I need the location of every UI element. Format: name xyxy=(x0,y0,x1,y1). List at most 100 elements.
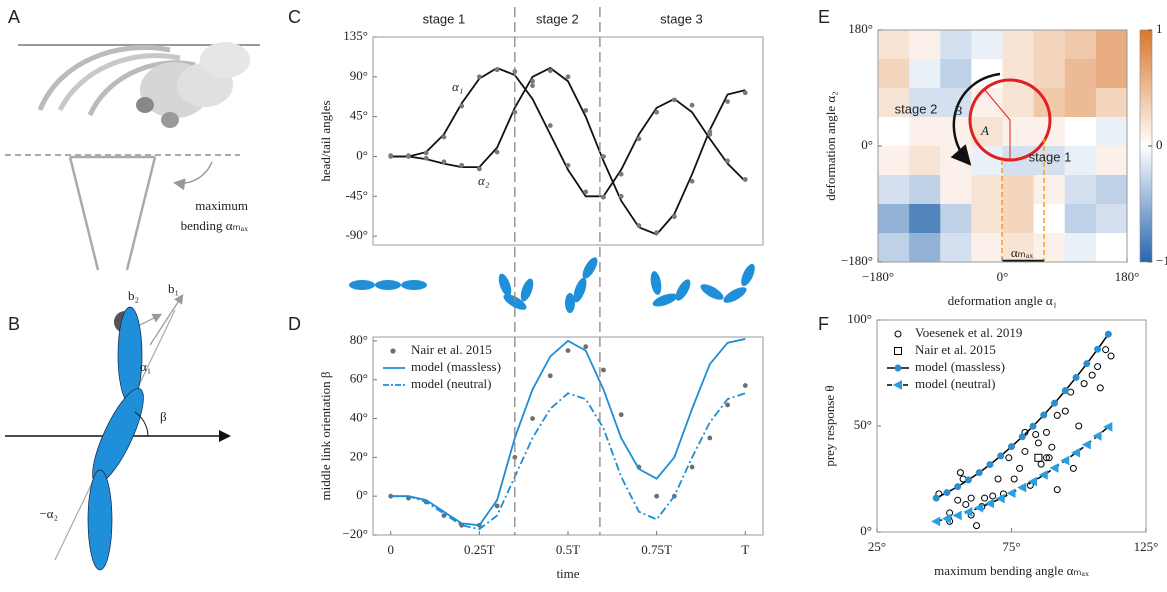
y-axis-label: middle link orientation β xyxy=(318,371,333,500)
heat-cell xyxy=(909,88,941,118)
series-label: α₁ xyxy=(452,79,463,94)
marker xyxy=(989,492,997,500)
panel-label: A xyxy=(8,7,20,27)
label: β xyxy=(160,409,167,424)
heat-cell xyxy=(1033,204,1066,234)
model-line xyxy=(935,426,1109,523)
legend-label: model (massless) xyxy=(411,359,501,374)
marker xyxy=(1032,430,1040,438)
marker xyxy=(997,452,1005,460)
data-point xyxy=(476,74,482,80)
marker xyxy=(1040,411,1048,419)
heat-cell xyxy=(971,204,1003,234)
stage-arrow xyxy=(950,72,1001,166)
series-line xyxy=(390,392,746,531)
data-point xyxy=(494,67,500,73)
marker xyxy=(1107,352,1115,360)
series-line xyxy=(390,66,746,198)
plot-frame xyxy=(372,36,764,246)
marker xyxy=(1104,330,1112,338)
data-point xyxy=(494,503,500,509)
data-point xyxy=(742,177,748,182)
heat-cell xyxy=(1064,30,1097,60)
marker xyxy=(1021,447,1029,455)
heat-cell xyxy=(940,233,972,263)
heat-cell xyxy=(1033,59,1066,89)
x-axis-label: deformation angle α₁ xyxy=(948,293,1058,308)
heat-cell xyxy=(1002,88,1035,118)
legend-entry: Nair et al. 2015 xyxy=(390,342,492,357)
marker xyxy=(973,522,981,530)
x-tick-label: 75° xyxy=(1002,539,1020,554)
heat-cell xyxy=(1095,88,1128,118)
data-point xyxy=(441,134,447,140)
heat-cell xyxy=(1033,175,1066,205)
label: −α₂ xyxy=(39,506,58,521)
heat-cell xyxy=(1064,117,1097,147)
legend-marker xyxy=(892,380,902,390)
panel-label: E xyxy=(818,7,830,27)
data-point xyxy=(583,108,589,113)
y-tick-label: 100° xyxy=(847,311,872,326)
marker xyxy=(954,496,962,504)
marker xyxy=(994,475,1002,483)
series-label: α₂ xyxy=(478,173,490,188)
panel-label: C xyxy=(288,7,301,27)
heat-cell xyxy=(1002,30,1035,60)
heat-cell xyxy=(878,30,910,60)
y-tick-label: 0° xyxy=(860,523,872,538)
y-tick-label: 0° xyxy=(861,137,873,152)
heat-cell xyxy=(909,59,941,89)
marker xyxy=(1034,453,1043,462)
marker xyxy=(1017,482,1027,493)
data-point xyxy=(725,99,730,105)
marker xyxy=(1081,439,1091,450)
trajectory xyxy=(950,72,1052,263)
marker xyxy=(1088,371,1096,379)
heat-cell xyxy=(1095,59,1128,89)
x-tick-label: 0.75T xyxy=(641,542,672,557)
colorbar-label: 1 xyxy=(1156,21,1163,36)
legend-label: Nair et al. 2015 xyxy=(915,342,996,357)
heat-cell xyxy=(909,30,941,60)
data-point xyxy=(707,435,713,441)
legend-entry: model (neutral) xyxy=(887,376,996,391)
heat-cell xyxy=(1002,117,1035,147)
marker xyxy=(1096,384,1104,392)
data-point xyxy=(530,416,535,421)
marker xyxy=(1049,463,1059,473)
marker xyxy=(1061,407,1069,415)
x-tick-label: 0 xyxy=(387,542,394,557)
marker xyxy=(1103,422,1113,432)
heat-cell xyxy=(1095,233,1128,263)
marker xyxy=(1070,447,1081,458)
heat-cell xyxy=(971,175,1003,205)
heat-cell xyxy=(1095,117,1128,147)
data-point xyxy=(583,344,589,350)
label: α₁ xyxy=(140,359,151,374)
marker xyxy=(952,510,962,521)
heat-cell xyxy=(940,30,972,60)
annotation: stage 1 xyxy=(1029,149,1072,164)
heat-cell xyxy=(1095,146,1128,176)
heat-cell xyxy=(1002,204,1035,234)
marker xyxy=(981,494,989,502)
data-point xyxy=(565,162,571,168)
heat-cell xyxy=(1095,175,1128,205)
marker xyxy=(1092,431,1102,441)
heat-cell xyxy=(1095,204,1128,234)
y-tick-label: 60° xyxy=(350,371,368,386)
x-tick-label: 125° xyxy=(1134,539,1159,554)
data-point xyxy=(689,464,695,470)
heat-cell xyxy=(878,88,910,118)
y-tick-label: 0° xyxy=(356,147,368,162)
marker xyxy=(962,500,970,508)
panel-label: D xyxy=(288,314,301,334)
marker xyxy=(941,513,951,524)
annotation: B xyxy=(954,103,962,118)
data-point xyxy=(742,90,748,96)
marker xyxy=(1034,439,1042,447)
heat-cell xyxy=(909,204,941,234)
data-point xyxy=(459,162,465,168)
